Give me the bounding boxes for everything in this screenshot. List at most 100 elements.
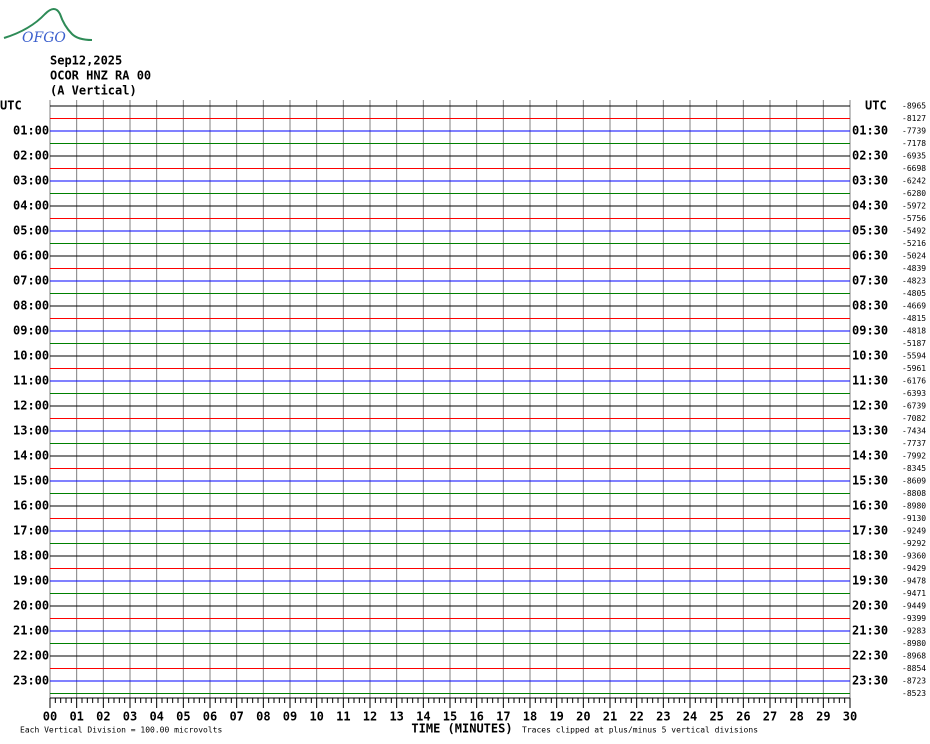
trace-offset: -5756	[902, 214, 926, 223]
x-tick-label: 06	[203, 710, 217, 724]
trace-offset: -9130	[902, 514, 926, 523]
trace-offset: -8808	[902, 489, 926, 498]
right-time-label: UTC	[865, 99, 887, 113]
trace-offset: -5216	[902, 239, 926, 248]
x-tick-label: 16	[469, 710, 483, 724]
right-time-label: 20:30	[852, 599, 888, 613]
x-tick-label: 20	[576, 710, 590, 724]
x-tick-label: 11	[336, 710, 350, 724]
x-tick-label: 00	[43, 710, 57, 724]
trace-offset: -7992	[902, 452, 926, 461]
x-tick-label: 18	[523, 710, 537, 724]
trace-offset: -9471	[902, 589, 926, 598]
right-time-label: 05:30	[852, 224, 888, 238]
left-time-label: 01:00	[13, 124, 49, 138]
left-time-label: 02:00	[13, 149, 49, 163]
right-time-label: 17:30	[852, 524, 888, 538]
left-time-label: 05:00	[13, 224, 49, 238]
trace-offset: -9429	[902, 564, 926, 573]
right-time-label: 11:30	[852, 374, 888, 388]
x-axis-title: TIME (MINUTES)	[411, 722, 512, 736]
trace-offset: -9283	[902, 627, 926, 636]
x-tick-label: 15	[443, 710, 457, 724]
right-time-label: 13:30	[852, 424, 888, 438]
trace-offset: -9449	[902, 602, 926, 611]
trace-offset: -8345	[902, 464, 926, 473]
left-time-label: 11:00	[13, 374, 49, 388]
trace-offset: -5024	[902, 252, 926, 261]
left-time-label: 19:00	[13, 574, 49, 588]
left-time-label: 15:00	[13, 474, 49, 488]
trace-offset: -5972	[902, 202, 926, 211]
right-time-label: 04:30	[852, 199, 888, 213]
trace-offset: -8968	[902, 652, 926, 661]
trace-offset: -6698	[902, 164, 926, 173]
trace-offset: -7434	[902, 427, 926, 436]
trace-offset: -9478	[902, 577, 926, 586]
trace-offset: -5187	[902, 339, 926, 348]
x-tick-label: 08	[256, 710, 270, 724]
right-time-label: 03:30	[852, 174, 888, 188]
trace-offset: -4839	[902, 264, 926, 273]
x-tick-label: 02	[96, 710, 110, 724]
left-time-label: 13:00	[13, 424, 49, 438]
left-time-label: 12:00	[13, 399, 49, 413]
trace-offset: -7739	[902, 127, 926, 136]
x-tick-label: 28	[789, 710, 803, 724]
trace-offset: -7178	[902, 139, 926, 148]
station: OCOR HNZ RA 00	[50, 69, 151, 83]
x-tick-label: 21	[603, 710, 617, 724]
trace-offset: -6739	[902, 402, 926, 411]
right-time-label: 07:30	[852, 274, 888, 288]
trace-offset: -8609	[902, 477, 926, 486]
x-tick-label: 17	[496, 710, 510, 724]
right-time-label: 22:30	[852, 649, 888, 663]
x-tick-label: 10	[309, 710, 323, 724]
trace-offset: -8127	[902, 114, 926, 123]
right-time-label: 15:30	[852, 474, 888, 488]
x-tick-label: 29	[816, 710, 830, 724]
x-tick-label: 27	[763, 710, 777, 724]
right-time-label: 10:30	[852, 349, 888, 363]
x-tick-label: 30	[843, 710, 857, 724]
right-time-label: 21:30	[852, 624, 888, 638]
logo-curve	[3, 8, 93, 41]
right-time-label: 12:30	[852, 399, 888, 413]
x-tick-label: 13	[389, 710, 403, 724]
x-tick-label: 12	[363, 710, 377, 724]
x-tick-label: 24	[683, 710, 697, 724]
x-tick-label: 07	[229, 710, 243, 724]
x-tick-label: 03	[123, 710, 137, 724]
trace-offset: -6176	[902, 377, 926, 386]
right-time-label: 16:30	[852, 499, 888, 513]
trace-offset: -5961	[902, 364, 926, 373]
right-time-label: 02:30	[852, 149, 888, 163]
trace-offset: -8723	[902, 677, 926, 686]
right-time-label: 23:30	[852, 674, 888, 688]
trace-offset: -9292	[902, 539, 926, 548]
x-tick-label: 04	[149, 710, 163, 724]
x-tick-label: 19	[549, 710, 563, 724]
left-time-label: 17:00	[13, 524, 49, 538]
left-time-label: UTC	[0, 99, 22, 113]
left-time-label: 21:00	[13, 624, 49, 638]
trace-offset: -9399	[902, 614, 926, 623]
right-time-label: 14:30	[852, 449, 888, 463]
x-tick-label: 01	[69, 710, 83, 724]
x-tick-label: 25	[709, 710, 723, 724]
right-time-label: 18:30	[852, 549, 888, 563]
trace-offset: -4669	[902, 302, 926, 311]
left-time-label: 09:00	[13, 324, 49, 338]
right-time-label: 19:30	[852, 574, 888, 588]
left-time-label: 07:00	[13, 274, 49, 288]
left-time-label: 22:00	[13, 649, 49, 663]
x-tick-label: 26	[736, 710, 750, 724]
left-time-label: 10:00	[13, 349, 49, 363]
trace-offset: -4815	[902, 314, 926, 323]
trace-offset: -8965	[902, 102, 926, 111]
right-time-label: 08:30	[852, 299, 888, 313]
trace-offset: -6242	[902, 177, 926, 186]
trace-offset: -6393	[902, 389, 926, 398]
logo: OFGO	[22, 30, 66, 46]
